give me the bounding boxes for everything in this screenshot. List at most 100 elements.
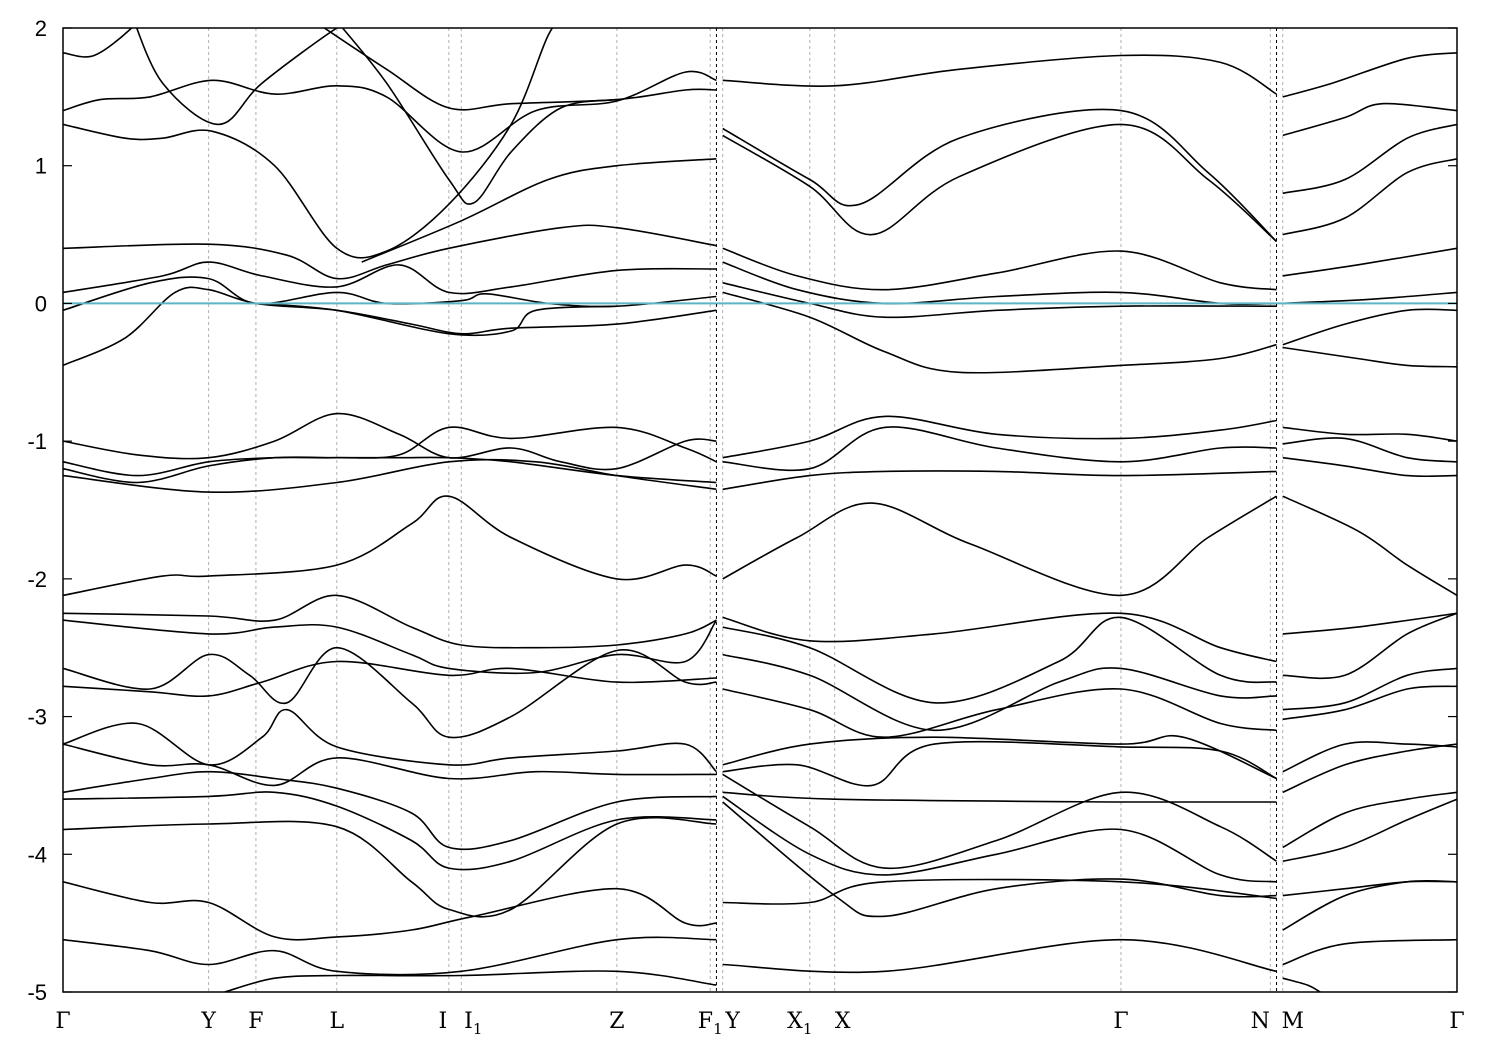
band-line-48 [63, 816, 717, 918]
band-line-20 [1282, 102, 1457, 137]
band-line-32 [722, 415, 1277, 459]
kpoint-label: X [835, 1009, 851, 1034]
kpoint-label: Γ [1113, 1009, 1128, 1034]
y-tick-label: 2 [35, 16, 47, 41]
band-line-57 [722, 740, 1277, 787]
band-line-29 [63, 456, 717, 484]
band-line-2 [323, 28, 717, 111]
band-line-24 [1282, 291, 1457, 305]
band-line-65 [1282, 612, 1457, 680]
band-line-0 [63, 28, 133, 58]
kpoint-label: Z [609, 1009, 624, 1034]
band-line-28 [63, 426, 717, 477]
band-line-64 [1282, 612, 1457, 635]
band-line-23 [1282, 247, 1457, 277]
band-line-74 [1282, 938, 1457, 966]
band-line-52 [722, 612, 1277, 663]
segment-break-lines [715, 28, 1278, 992]
band-line-62 [722, 878, 1277, 905]
band-line-8 [63, 261, 717, 295]
band-line-27 [63, 412, 717, 471]
kpoint-subscript: 1 [803, 1020, 813, 1038]
kpoint-label: I [438, 1009, 447, 1034]
y-tick-label: -5 [27, 980, 47, 1005]
band-line-40 [63, 594, 717, 649]
band-line-33 [722, 426, 1277, 472]
band-line-25 [1282, 308, 1457, 346]
band-line-4 [63, 28, 554, 259]
band-line-11 [255, 302, 617, 337]
y-tick-label: -2 [27, 567, 47, 592]
band-line-49 [63, 881, 717, 941]
band-line-38 [1282, 456, 1457, 478]
band-line-67 [1282, 685, 1457, 721]
band-line-46 [63, 770, 717, 851]
band-line-21 [1282, 123, 1457, 195]
band-line-71 [1282, 798, 1457, 862]
kpoint-label: L [330, 1009, 345, 1034]
kpoint-label: N [1251, 1009, 1270, 1034]
band-line-51 [224, 970, 717, 992]
band-line-16 [722, 261, 1277, 306]
band-line-3 [63, 70, 717, 153]
band-line-53 [722, 616, 1277, 704]
y-tick-label: -3 [27, 705, 47, 730]
band-line-54 [722, 653, 1277, 732]
band-line-45 [63, 743, 717, 787]
kpoint-label: M [1281, 1009, 1304, 1034]
kpoint-label: F1 [698, 1009, 723, 1038]
band-line-66 [1282, 667, 1457, 711]
band-line-41 [63, 619, 718, 675]
band-line-58 [722, 791, 1277, 803]
band-line-61 [722, 801, 1277, 918]
y-tick-label: 0 [35, 291, 47, 316]
band-line-42 [63, 646, 717, 739]
band-line-30 [63, 458, 717, 494]
band-line-59 [722, 773, 1277, 870]
kpoint-label: Y [724, 1009, 740, 1034]
y-axis-ticks: -5 -4 -3 -2 -1 0 1 2 [27, 16, 1457, 1005]
band-line-39 [1282, 495, 1457, 597]
band-line-44 [63, 708, 717, 773]
band-line-7 [63, 224, 717, 280]
band-line-37 [1282, 437, 1457, 463]
band-line-19 [1282, 52, 1457, 98]
y-tick-label: 1 [35, 154, 47, 179]
y-tick-label: -1 [27, 429, 47, 454]
band-line-12 [722, 54, 1277, 95]
band-line-34 [722, 470, 1277, 491]
band-line-36 [1282, 426, 1457, 442]
band-lines [63, 28, 1457, 992]
x-axis-kpoint-labels: Γ Y F L I I1 Z F1 Y X1 X Γ N M Γ [55, 1009, 1464, 1038]
band-line-10 [63, 286, 717, 367]
band-line-14 [722, 123, 1278, 243]
band-line-1 [135, 28, 339, 126]
band-line-26 [1282, 346, 1457, 368]
plot-frame [62, 27, 1458, 993]
band-line-56 [722, 734, 1277, 780]
kpoint-subscript: 1 [473, 1020, 483, 1038]
kpoint-grid-lines [208, 28, 1284, 992]
band-line-22 [1282, 158, 1457, 236]
kpoint-label: F [248, 1009, 263, 1034]
band-line-70 [1282, 791, 1457, 849]
kpoint-subscript: 1 [713, 1020, 723, 1038]
kpoint-label: Γ [55, 1009, 70, 1034]
band-line-60 [722, 795, 1277, 883]
band-line-43 [63, 660, 717, 698]
band-line-55 [722, 687, 1277, 739]
band-line-15 [722, 247, 1277, 291]
band-line-13 [722, 108, 1278, 243]
band-line-69 [1282, 743, 1457, 794]
band-line-5 [341, 28, 618, 205]
kpoint-label: I1 [464, 1009, 482, 1038]
band-line-18 [722, 291, 1277, 374]
band-line-68 [1282, 741, 1457, 773]
band-line-75 [1282, 977, 1321, 992]
band-line-50 [63, 936, 717, 976]
kpoint-label: Γ [1449, 1009, 1464, 1034]
band-line-73 [1282, 879, 1457, 931]
band-line-31 [63, 495, 717, 597]
y-tick-label: -4 [27, 842, 47, 867]
